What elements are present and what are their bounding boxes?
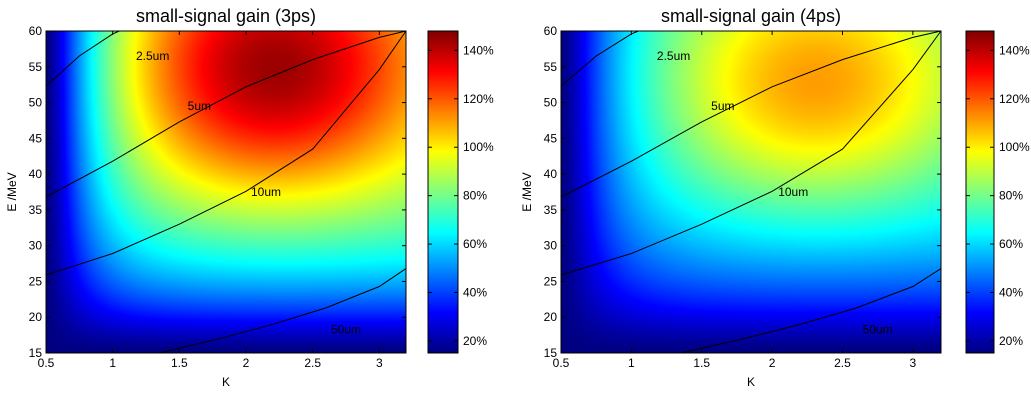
- axes-box: [45, 30, 407, 354]
- y-tick-label: 30: [544, 239, 558, 253]
- colorbar-tick-label: 20%: [999, 334, 1023, 348]
- x-tick-label: 1.5: [693, 356, 710, 370]
- contour-label: 50um: [331, 322, 361, 336]
- contour-label: 10um: [251, 185, 281, 199]
- contour-line-50um: [159, 268, 407, 354]
- colorbar-tick-label: 100%: [463, 140, 494, 154]
- y-tick-label: 25: [544, 274, 558, 288]
- y-tick-label: 55: [544, 60, 558, 74]
- x-tick-label: 2.5: [304, 356, 321, 370]
- axes-box: [560, 30, 942, 354]
- x-tick-label: 0.5: [553, 356, 570, 370]
- y-tick-label: 35: [544, 203, 558, 217]
- contour-line-5um: [560, 30, 942, 198]
- colorbar-tick-label: 40%: [999, 285, 1023, 299]
- contour-label: 5um: [711, 99, 734, 113]
- y-tick-label: 15: [544, 346, 558, 360]
- colorbar-tick-label: 140%: [999, 43, 1030, 57]
- y-tick-label: 25: [29, 274, 43, 288]
- x-tick-label: 1: [628, 356, 635, 370]
- y-tick-label: 30: [29, 239, 43, 253]
- y-tick-label: 60: [29, 24, 43, 38]
- colorbar-tick-label: 60%: [463, 237, 487, 251]
- contour-line-10um: [560, 30, 942, 276]
- colorbar-box: [427, 30, 459, 354]
- contour-line-50um: [680, 268, 942, 354]
- colorbar-tick-label: 120%: [999, 92, 1030, 106]
- contour-line-10um: [45, 30, 407, 276]
- y-tick-label: 60: [544, 24, 558, 38]
- heatmap-image: [561, 31, 941, 353]
- contour-label: 10um: [778, 185, 808, 199]
- y-tick-label: 40: [544, 167, 558, 181]
- colorbar-tick-label: 20%: [463, 334, 487, 348]
- contour-label: 2.5um: [657, 49, 690, 63]
- x-axis-label: K: [747, 375, 755, 389]
- y-tick-label: 50: [29, 96, 43, 110]
- x-axis-label: K: [222, 375, 230, 389]
- y-tick-label: 45: [29, 131, 43, 145]
- x-tick-label: 0.5: [38, 356, 55, 370]
- y-tick-label: 15: [29, 346, 43, 360]
- contour-line-2.5um: [560, 30, 639, 87]
- y-axis-label: E /MeV: [520, 172, 534, 211]
- x-tick-label: 2: [769, 356, 776, 370]
- y-tick-label: 20: [544, 310, 558, 324]
- colorbar-gradient: [428, 31, 458, 353]
- y-tick-label: 40: [29, 167, 43, 181]
- contour-line-2.5um: [45, 30, 120, 87]
- y-tick-label: 55: [29, 60, 43, 74]
- y-tick-label: 35: [29, 203, 43, 217]
- y-tick-label: 20: [29, 310, 43, 324]
- contour-line-5um: [45, 30, 407, 198]
- x-tick-label: 1: [109, 356, 116, 370]
- colorbar-tick-label: 140%: [463, 43, 494, 57]
- x-tick-label: 2.5: [834, 356, 851, 370]
- heatmap-image: [46, 31, 406, 353]
- y-axis-label: E /MeV: [5, 172, 19, 211]
- panel-4ps: 2.5um 5um 10um 50um 0.5 1 1.5 2 2.5 3 15 20 25 30 35 40…: [520, 6, 1030, 389]
- colorbar-box: [965, 30, 995, 354]
- colorbar-tick-label: 40%: [463, 285, 487, 299]
- contour-label: 5um: [188, 99, 211, 113]
- contour-label: 50um: [863, 322, 893, 336]
- panel-3ps: 2.5um 5um 10um 50um 0.5 1 1.5 2 2.5 3 15 20 25 30 35 40…: [5, 6, 494, 389]
- x-tick-label: 3: [376, 356, 383, 370]
- colorbar-tick-label: 80%: [999, 189, 1023, 203]
- colorbar-tick-label: 100%: [999, 140, 1030, 154]
- x-tick-label: 1.5: [171, 356, 188, 370]
- x-tick-label: 2: [243, 356, 250, 370]
- y-tick-label: 45: [544, 131, 558, 145]
- contour-label: 2.5um: [136, 49, 169, 63]
- chart-title: small-signal gain (4ps): [661, 6, 841, 26]
- y-tick-label: 50: [544, 96, 558, 110]
- x-tick-label: 3: [910, 356, 917, 370]
- colorbar-tick-label: 120%: [463, 92, 494, 106]
- colorbar-tick-label: 80%: [463, 189, 487, 203]
- colorbar-gradient: [966, 31, 994, 353]
- chart-title: small-signal gain (3ps): [136, 6, 316, 26]
- colorbar-tick-label: 60%: [999, 237, 1023, 251]
